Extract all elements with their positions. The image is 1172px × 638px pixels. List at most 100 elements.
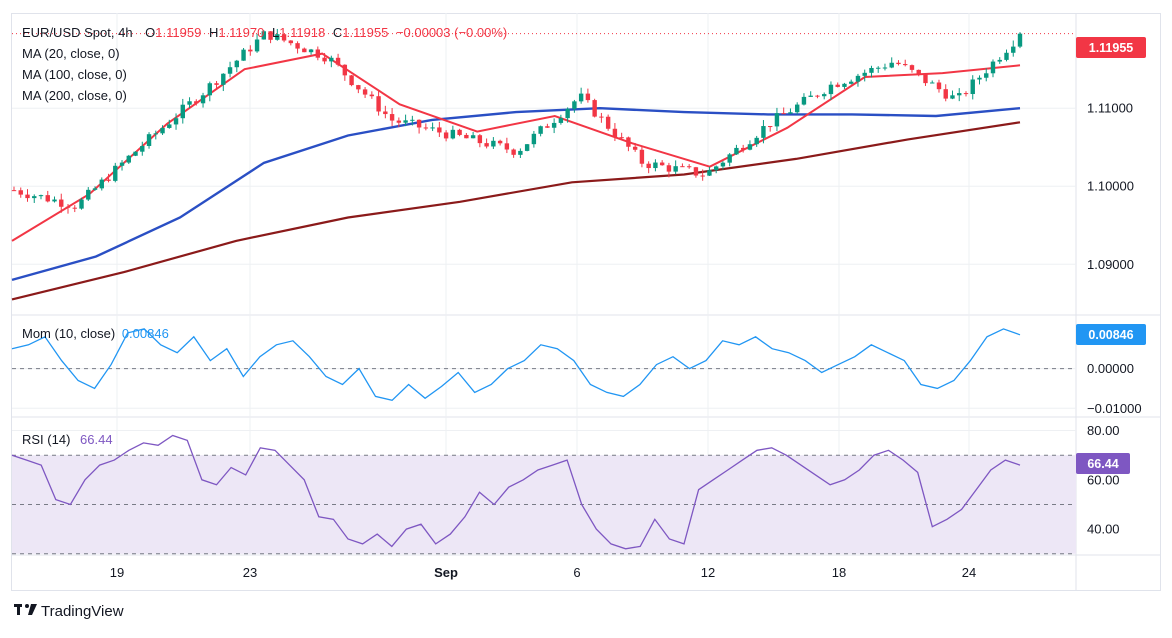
candle-body — [248, 49, 253, 52]
axis-tick-label: 1.10000 — [1087, 179, 1134, 194]
change-value: −0.00003 (−0.00%) — [396, 25, 507, 40]
candle-body — [187, 101, 192, 105]
candle-body — [173, 118, 179, 125]
candle-body — [707, 170, 712, 176]
candle-body — [828, 84, 834, 95]
candle-body — [531, 133, 537, 145]
candle-body — [200, 95, 206, 104]
time-tick-label: 19 — [110, 565, 124, 580]
candle-body — [410, 119, 415, 121]
candle-body — [140, 145, 145, 152]
candle-body — [815, 95, 820, 97]
candle-body — [916, 69, 921, 74]
candle-body — [25, 194, 30, 199]
candle-body — [295, 43, 300, 49]
time-tick-label: 23 — [243, 565, 257, 580]
axis-tick-label: 0.00000 — [1087, 361, 1134, 376]
candle-body — [430, 127, 435, 129]
ma200-legend: MA (200, close, 0) — [22, 88, 127, 103]
candle-body — [335, 57, 341, 65]
candle-body — [538, 126, 543, 134]
time-axis: 19 23 Sep 6 12 18 24 — [110, 565, 976, 580]
candle-body — [774, 113, 780, 127]
candle-body — [477, 135, 483, 144]
candle-body — [167, 124, 172, 128]
time-tick-label: Sep — [434, 565, 458, 580]
tradingview-logo-icon — [14, 604, 37, 615]
candle-body — [896, 62, 901, 65]
candle-body — [194, 101, 199, 104]
candle-body — [585, 93, 591, 101]
candle-body — [518, 150, 523, 155]
symbol-label: EUR/USD Spot, 4h — [22, 25, 133, 40]
candle-body — [957, 93, 962, 96]
candle-body — [592, 100, 597, 117]
candle-body — [32, 196, 37, 199]
candle-body — [443, 132, 449, 139]
candle-body — [322, 57, 327, 62]
candle-body — [153, 133, 158, 135]
momentum-legend: Mom (10, close) 0.00846 — [22, 326, 169, 341]
candle-body — [632, 146, 638, 150]
ma100-legend: MA (100, close, 0) — [22, 67, 127, 82]
candle-body — [673, 166, 678, 172]
candle-body — [329, 57, 334, 62]
candle-body — [383, 111, 388, 115]
candle-body — [767, 126, 773, 128]
candle-body — [984, 73, 989, 78]
candle-body — [234, 60, 240, 68]
candle-body — [227, 67, 233, 74]
candle-body — [572, 101, 577, 109]
candlestick-series — [11, 28, 1023, 214]
axis-tick-label: 1.11000 — [1087, 101, 1133, 116]
open-label: O — [145, 25, 155, 40]
candle-body — [977, 77, 982, 80]
candle-body — [18, 190, 23, 195]
candle-body — [45, 195, 50, 202]
candle-body — [86, 189, 91, 200]
candle-body — [1017, 33, 1023, 47]
candle-body — [1011, 46, 1016, 53]
candle-body — [855, 75, 861, 82]
candle-body — [160, 127, 165, 134]
rsi-badge-text: 66.44 — [1087, 457, 1118, 471]
candle-body — [747, 144, 753, 150]
rsi-value: 66.44 — [80, 432, 113, 447]
candle-body — [653, 162, 658, 169]
momentum-label: Mom (10, close) — [22, 326, 115, 341]
candle-body — [457, 129, 462, 135]
candle-body — [308, 49, 314, 53]
candle-body — [659, 162, 665, 166]
candle-body — [349, 75, 354, 86]
candle-body — [65, 206, 71, 208]
candle-body — [666, 165, 672, 172]
axis-tick-label: 1.09000 — [1087, 257, 1134, 272]
candle-body — [720, 162, 726, 167]
momentum-badge-text: 0.00846 — [1088, 328, 1133, 342]
candle-body — [862, 72, 867, 76]
candle-body — [261, 31, 267, 40]
candle-body — [923, 73, 928, 84]
candle-body — [727, 154, 732, 163]
candle-body — [119, 162, 125, 166]
candle-body — [106, 179, 111, 181]
candle-body — [626, 137, 631, 147]
candle-body — [565, 108, 570, 119]
candle-body — [59, 199, 64, 207]
rsi-badge: 66.44 — [1076, 453, 1130, 474]
candle-body — [578, 93, 584, 102]
candle-body — [288, 40, 294, 44]
candle-body — [113, 165, 118, 181]
candle-body — [38, 195, 44, 197]
candle-body — [450, 129, 456, 139]
candle-body — [180, 104, 185, 119]
candle-body — [241, 49, 246, 61]
candle-body — [605, 116, 611, 129]
candle-body — [356, 85, 361, 90]
momentum-badge: 0.00846 — [1076, 324, 1146, 345]
candle-body — [990, 61, 996, 74]
candle-body — [92, 188, 98, 190]
candle-body — [842, 83, 847, 87]
candle-body — [970, 79, 975, 95]
candle-body — [403, 120, 408, 123]
